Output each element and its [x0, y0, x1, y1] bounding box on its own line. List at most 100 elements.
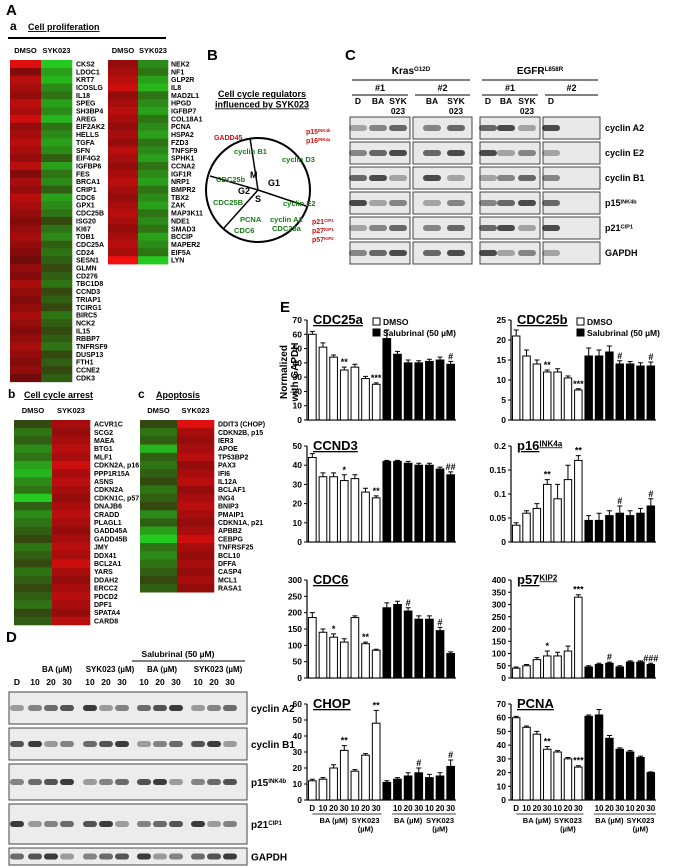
heatmap-cell — [138, 177, 169, 186]
y-tick-label: 0 — [297, 673, 302, 683]
heatmap-cell — [177, 469, 215, 478]
error-bar — [373, 709, 379, 724]
heatmap-cell — [14, 518, 53, 527]
blot-band — [223, 779, 237, 785]
y-tick-label: 0.15 — [489, 465, 506, 475]
error-bar — [555, 368, 561, 372]
column-header: SYK023 — [139, 46, 167, 55]
gene-label: HSPA2 — [171, 132, 194, 139]
x-tick-label: 30 — [340, 804, 349, 813]
bar — [605, 737, 614, 801]
gene-label: TNFSF9 — [171, 148, 198, 155]
regulator-label: p16INK4a — [306, 137, 331, 145]
heatmap-cell — [10, 91, 42, 100]
error-bar — [575, 455, 581, 461]
x-tick-label: 30 — [414, 804, 423, 813]
bar — [425, 777, 434, 801]
gene-label: SCG2 — [94, 430, 113, 437]
heatmap-cell — [108, 169, 139, 179]
heatmap-cell — [41, 350, 73, 359]
blot-band — [169, 741, 183, 747]
blot-band — [169, 821, 183, 827]
lane-label: 10 — [30, 677, 40, 687]
heatmap-cell — [52, 526, 91, 536]
gene-label: GADD45B — [94, 536, 127, 543]
heatmap-cell — [140, 510, 178, 519]
blot-band — [115, 779, 129, 785]
y-tick-label: 20 — [497, 335, 507, 345]
gene-label: SFN — [76, 148, 90, 155]
bar — [446, 363, 456, 421]
error-bar — [606, 345, 612, 352]
heatmap-cell — [177, 485, 215, 495]
heatmap-cell — [10, 146, 42, 155]
phase-label: M — [250, 170, 258, 180]
legend-swatch — [372, 317, 381, 326]
error-bar — [586, 347, 592, 356]
gene-label: SMAD3 — [171, 226, 196, 233]
blot-band — [389, 250, 407, 256]
heatmap-cell — [52, 575, 91, 585]
heatmap-cell — [41, 334, 73, 343]
regulator-label-sup: CIP1 — [324, 218, 334, 223]
heatmap-cell — [10, 295, 42, 304]
heatmap-cell — [177, 502, 215, 511]
regulator-label: CDC6 — [234, 226, 254, 235]
blot-band — [137, 741, 151, 747]
blot-band — [60, 853, 74, 860]
blot-band — [542, 250, 560, 256]
error-bar — [309, 453, 315, 458]
x-group-label-line: SYK023 — [554, 816, 582, 825]
heatmap-cell — [14, 428, 53, 437]
error-bar — [617, 505, 623, 514]
chart-title: PCNA — [517, 696, 554, 711]
bar — [382, 338, 392, 421]
heatmap-cell — [177, 510, 215, 519]
regulator-label-sup: KIP1 — [324, 227, 334, 232]
error-bar — [606, 510, 612, 516]
phase-label: S — [255, 194, 261, 204]
heatmap-cell — [140, 428, 178, 437]
x-tick-label: 30 — [646, 804, 655, 813]
gene-label: IGFBP6 — [76, 163, 101, 170]
x-tick-label: 10 — [350, 804, 359, 813]
blot-band — [423, 125, 441, 131]
blot-band — [497, 225, 515, 231]
bar — [329, 356, 338, 421]
heatmap-cell — [10, 240, 42, 249]
gene-label: NCK2 — [76, 320, 95, 327]
x-group-label-line: (µM) — [358, 825, 374, 834]
blot-band — [28, 705, 42, 711]
significance-label: ** — [341, 357, 349, 367]
column-header: SYK023 — [43, 46, 71, 55]
gene-label: IL15 — [76, 328, 90, 335]
bar — [574, 459, 583, 543]
gene-label: CASP4 — [218, 569, 241, 576]
error-bar — [596, 708, 602, 715]
chart-title-sup: INK4a — [539, 439, 562, 448]
bar — [414, 464, 424, 543]
heatmap-cell — [177, 534, 215, 544]
heatmap-cell — [14, 543, 53, 552]
heatmap-cell — [41, 256, 73, 265]
y-axis-label: with GAPDH — [290, 343, 301, 403]
heatmap-cell — [14, 526, 53, 536]
bar — [371, 722, 381, 801]
heatmap-cell — [140, 518, 178, 527]
heatmap-cell — [108, 83, 139, 92]
lane-label-line: 023 — [520, 106, 534, 116]
heatmap-cell — [52, 493, 91, 503]
heatmap-cell — [138, 224, 169, 233]
error-bar — [534, 503, 540, 509]
significance-label: *** — [371, 373, 382, 383]
y-tick-label: 300 — [492, 600, 506, 610]
y-tick-label: 40 — [293, 358, 303, 368]
blot-band — [83, 741, 97, 747]
blot-strip — [412, 241, 473, 265]
bar — [543, 371, 552, 421]
lane-label: 30 — [171, 677, 181, 687]
blot-band — [389, 150, 407, 156]
blot-row-label-main: p21 — [251, 820, 269, 831]
lane-label-line: 023 — [449, 106, 463, 116]
heatmap-cell — [138, 256, 169, 265]
